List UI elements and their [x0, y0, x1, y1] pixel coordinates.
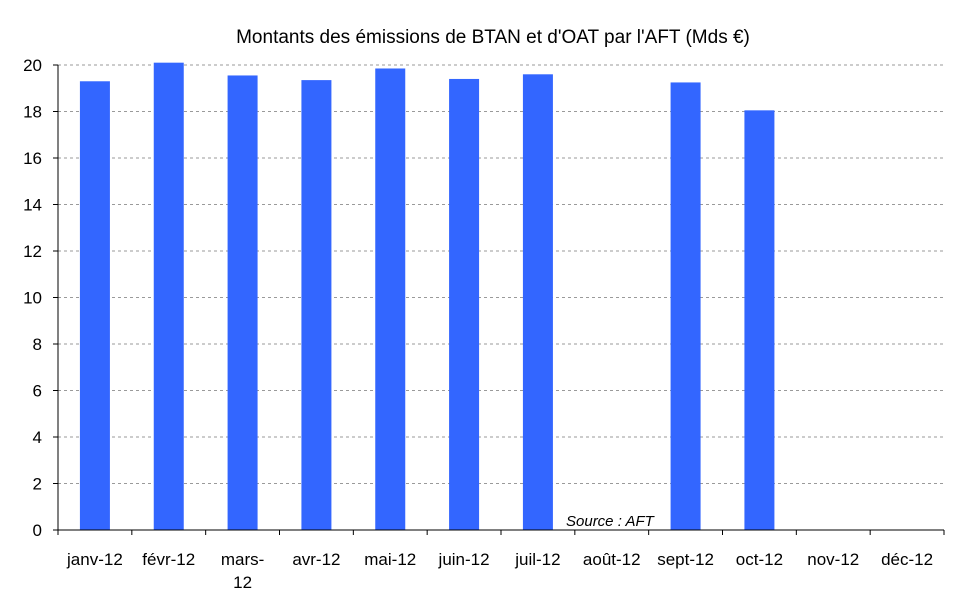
chart-title: Montants des émissions de BTAN et d'OAT …	[236, 27, 750, 48]
bar-juil-12	[522, 74, 553, 531]
bar-avr-12	[301, 80, 332, 531]
x-tick-label: août-12	[583, 550, 641, 569]
bar-févr-12	[153, 62, 184, 531]
x-tick-label: mai-12	[364, 550, 416, 569]
y-tick-label: 0	[33, 521, 42, 540]
bar-mai-12	[375, 68, 406, 531]
y-tick-label: 6	[33, 382, 42, 401]
gridlines	[58, 64, 944, 484]
x-tick-label: sept-12	[657, 550, 714, 569]
y-tick-label: 2	[33, 475, 42, 494]
bar-mars-12	[227, 75, 258, 531]
x-tick-label: avr-12	[292, 550, 340, 569]
axes	[53, 64, 945, 535]
x-tick-label: nov-12	[807, 550, 859, 569]
bar-juin-12	[449, 78, 480, 530]
y-tick-label: 14	[23, 196, 42, 215]
bars	[79, 62, 775, 531]
bar-oct-12	[744, 110, 775, 531]
bar-janv-12	[79, 81, 110, 531]
x-tick-labels: janv-12 févr-12 mars-12 avr-12 mai-12 juin-12…	[66, 550, 933, 592]
y-tick-label: 16	[23, 149, 42, 168]
x-tick-label: mars-12	[221, 550, 264, 592]
y-tick-label: 20	[23, 56, 42, 75]
x-tick-label: févr-12	[142, 550, 195, 569]
x-tick-label: janv-12	[66, 550, 123, 569]
y-tick-label: 10	[23, 289, 42, 308]
y-tick-label: 18	[23, 103, 42, 122]
y-tick-labels: 0 2 4 6 8 10 12 14 16 18 20	[23, 56, 42, 540]
x-tick-label: juin-12	[438, 550, 490, 569]
bar-sept-12	[670, 82, 701, 530]
source-annotation: Source : AFT	[566, 513, 656, 530]
y-tick-label: 12	[23, 242, 42, 261]
y-tick-label: 8	[33, 335, 42, 354]
x-tick-label: déc-12	[881, 550, 933, 569]
x-tick-label: juil-12	[514, 550, 560, 569]
y-tick-label: 4	[33, 428, 42, 447]
x-tick-label: oct-12	[736, 550, 783, 569]
